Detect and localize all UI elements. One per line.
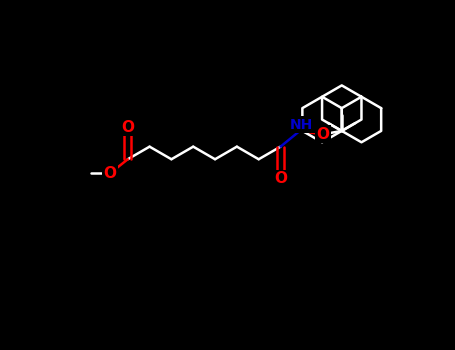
Text: O: O (121, 120, 134, 134)
Text: O: O (104, 166, 117, 181)
Text: NH: NH (290, 118, 313, 132)
Text: O: O (274, 172, 287, 186)
Text: O: O (317, 127, 330, 142)
